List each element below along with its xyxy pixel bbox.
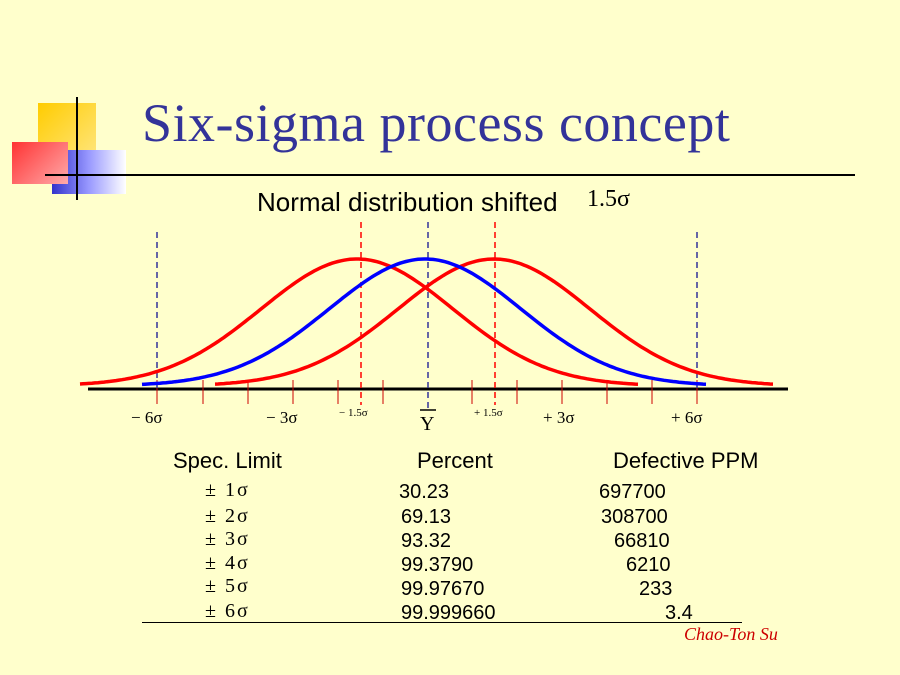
baseline-ticks xyxy=(156,380,698,404)
axis-label-minus6: − 6σ xyxy=(131,408,163,427)
row-2-limit: ± 2σ xyxy=(205,505,250,527)
row-6-ppm: 3.4 xyxy=(665,602,693,624)
row-6-limit: ± 6σ xyxy=(205,600,250,622)
header-percent: Percent xyxy=(417,448,493,473)
chart-subtitle-shift: 1.5σ xyxy=(587,186,630,212)
curve-centered xyxy=(141,257,707,387)
row-5-limit: ± 5σ xyxy=(205,575,250,597)
curve-shifted-right xyxy=(214,257,774,386)
author-credit: Chao-Ton Su xyxy=(684,624,778,644)
axis-label-plus6: + 6σ xyxy=(671,408,703,427)
axis-label-plus1-5: + 1.5σ xyxy=(474,407,503,419)
row-1-limit: ± 1σ xyxy=(205,479,250,501)
row-5-percent: 99.97670 xyxy=(401,578,485,600)
row-2-ppm: 308700 xyxy=(601,506,668,528)
row-3-percent: 93.32 xyxy=(401,530,452,552)
axis-label-mean: Y xyxy=(420,413,434,435)
row-1-percent: 30.23 xyxy=(399,481,450,503)
row-6-percent: 99.999660 xyxy=(401,602,496,624)
row-4-percent: 99.3790 xyxy=(401,554,474,576)
header-spec-limit: Spec. Limit xyxy=(173,448,282,473)
table-bottom-rule xyxy=(142,622,742,623)
header-defective-ppm: Defective PPM xyxy=(613,448,759,473)
axis-label-plus3: + 3σ xyxy=(543,408,575,427)
row-5-ppm: 233 xyxy=(639,578,673,600)
row-2-percent: 69.13 xyxy=(401,506,452,528)
row-4-limit: ± 4σ xyxy=(205,552,250,574)
axis-label-minus3: − 3σ xyxy=(266,408,298,427)
row-3-limit: ± 3σ xyxy=(205,528,250,550)
curve-shifted-left xyxy=(79,257,639,386)
title-divider xyxy=(45,174,855,176)
slide-title: Six-sigma process concept xyxy=(142,93,731,153)
row-4-ppm: 6210 xyxy=(626,554,671,576)
row-3-ppm: 66810 xyxy=(614,530,670,552)
axis-label-minus1-5: − 1.5σ xyxy=(339,407,368,419)
row-1-ppm: 697700 xyxy=(599,481,666,503)
logo-vertical-line xyxy=(76,97,78,200)
chart-subtitle: Normal distribution shifted xyxy=(257,187,558,217)
logo-red-square xyxy=(12,142,68,184)
